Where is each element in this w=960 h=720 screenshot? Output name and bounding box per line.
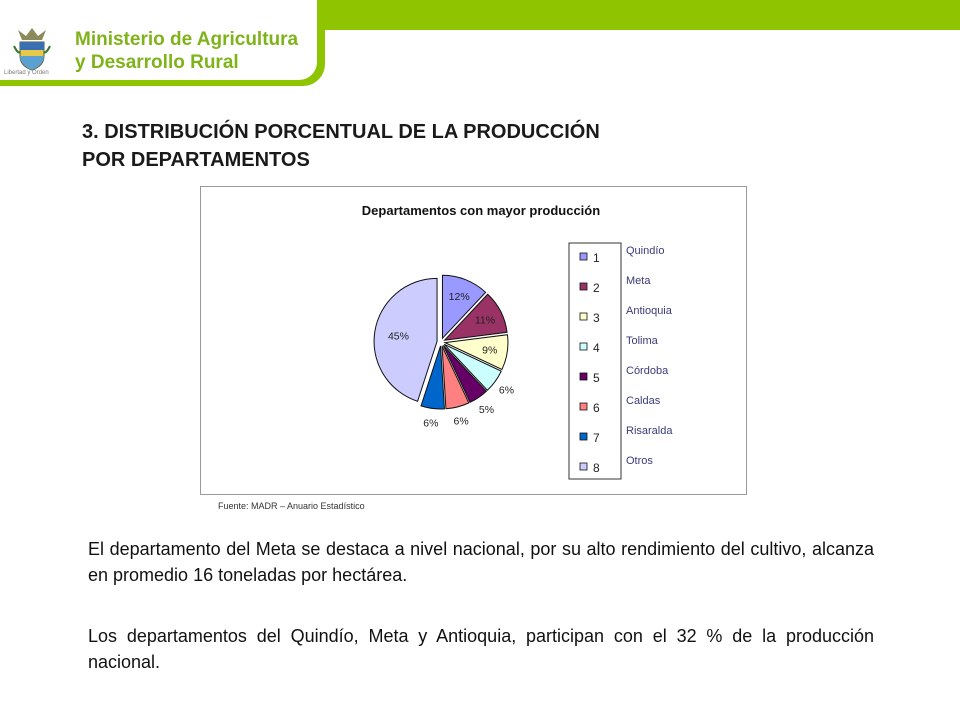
body-paragraph-2: Los departamentos del Quindío, Meta y An…	[88, 626, 874, 672]
slide-title-line1: 3. DISTRIBUCIÓN PORCENTUAL DE LA PRODUCC…	[82, 121, 600, 143]
slice-label-4: 6%	[499, 385, 514, 397]
slice-label-6: 6%	[454, 415, 469, 427]
legend-key-5: 5	[593, 371, 600, 385]
legend-swatch-4	[579, 342, 588, 351]
ministry-name-line2: y Desarrollo Rural	[75, 52, 239, 73]
pie-slice-3	[443, 334, 509, 371]
legend-key-7: 7	[593, 431, 600, 445]
legend-name-2: Meta	[626, 275, 651, 287]
legend-box	[568, 242, 622, 480]
legend-name-6: Caldas	[626, 395, 661, 407]
pie-slice-1	[441, 274, 487, 340]
legend-swatch-1	[579, 252, 588, 261]
legend-key-8: 8	[593, 461, 600, 475]
chart-frame: Departamentos con mayor producción 12% 11…	[200, 186, 747, 495]
legend-key-2: 2	[593, 281, 600, 295]
coat-of-arms-icon	[13, 28, 51, 71]
slice-label-1: 12%	[449, 291, 470, 303]
ministry-name-line1: Ministerio de Agricultura	[75, 29, 299, 50]
legend-swatch-3	[579, 312, 588, 321]
pie-slice-4	[443, 343, 502, 391]
legend-name-7: Risaralda	[626, 425, 673, 437]
legend-key-6: 6	[593, 401, 600, 415]
slice-label-3: 9%	[482, 345, 497, 357]
slice-label-2: 11%	[475, 315, 495, 327]
logo-panel: Libertad y Orden Ministerio de Agricultu…	[0, 0, 317, 80]
pie-chart: Departamentos con mayor producción 12%11…	[362, 203, 673, 480]
pie-labels: 12% 11% 9% 6% 5% 6% 6% 45%	[388, 291, 514, 429]
slide-title: 3. DISTRIBUCIÓN PORCENTUAL DE LA PRODUCC…	[82, 118, 842, 174]
legend-name-8: Otros	[626, 455, 653, 467]
legend-key-4: 4	[593, 341, 600, 355]
pie-slice-5	[442, 344, 488, 403]
legend-key-1: 1	[593, 251, 600, 265]
legend-name-3: Antioquia	[626, 305, 673, 317]
slice-label-7: 6%	[423, 417, 438, 429]
pie-slice-7	[420, 345, 445, 410]
legend-swatch-6	[579, 402, 588, 411]
legend-name-1: Quindío	[626, 245, 665, 257]
slice-label-8: 45%	[388, 330, 409, 342]
pie-slice-6	[441, 345, 470, 410]
legend-key-3: 3	[593, 311, 600, 325]
header-logo-banner: Libertad y Orden Ministerio de Agricultu…	[0, 0, 325, 86]
legend-swatch-2	[579, 282, 588, 291]
legend: 1 Quindío 2 Meta 3 Antioquia 4 Tolima 5 Córdoba 6 C…	[579, 245, 673, 475]
slide-title-line2: POR DEPARTAMENTOS	[82, 149, 310, 171]
chart-title: Departamentos con mayor producción	[362, 203, 600, 218]
legend-name-4: Tolima	[626, 335, 659, 347]
legend-name-5: Córdoba	[626, 365, 669, 377]
seal-motto: Libertad y Orden	[4, 70, 49, 76]
pie-slice-8	[373, 277, 438, 402]
legend-swatch-5	[579, 372, 588, 381]
body-paragraph-1: El departamento del Meta se destaca a ni…	[88, 539, 874, 585]
legend-swatch-8	[579, 462, 588, 471]
pie-slices	[373, 274, 509, 410]
slice-label-5: 5%	[479, 404, 494, 416]
legend-swatch-7	[579, 432, 588, 441]
pie-slice-2	[443, 293, 508, 341]
source-note: Fuente: MADR – Anuario Estadístico	[218, 501, 365, 511]
